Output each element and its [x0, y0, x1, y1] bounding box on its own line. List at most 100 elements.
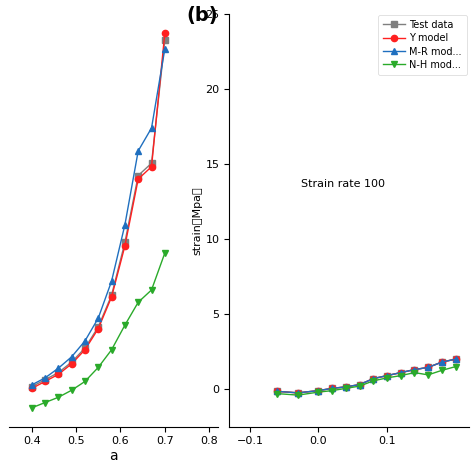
Test data: [453, 356, 458, 362]
Y model: [95, 326, 101, 331]
Test data: [398, 370, 403, 375]
Y model: [29, 386, 35, 392]
Test data: [162, 37, 168, 43]
Y model: [69, 361, 74, 367]
N-H model: [439, 367, 445, 373]
Test data: [82, 345, 88, 351]
N-H model: [316, 389, 321, 395]
Test data: [295, 390, 301, 396]
M-R model: [95, 315, 101, 321]
Text: Strain rate 100: Strain rate 100: [301, 179, 385, 189]
N-H model: [29, 405, 35, 410]
M-R model: [149, 125, 155, 131]
M-R model: [274, 389, 280, 394]
N-H model: [295, 392, 301, 398]
N-H model: [453, 364, 458, 369]
Y model: [411, 367, 417, 373]
M-R model: [316, 388, 321, 393]
N-H model: [162, 250, 168, 256]
N-H model: [357, 383, 363, 389]
Y model: [295, 390, 301, 396]
Test data: [371, 376, 376, 382]
Test data: [425, 365, 431, 370]
Y model: [439, 359, 445, 365]
Test data: [274, 389, 280, 394]
Line: Test data: Test data: [28, 37, 168, 390]
Y model: [357, 382, 363, 387]
Y model: [42, 379, 48, 384]
M-R model: [343, 384, 349, 390]
N-H model: [274, 391, 280, 396]
Y model: [316, 388, 321, 393]
N-H model: [384, 375, 390, 381]
M-R model: [42, 375, 48, 381]
Line: Test data: Test data: [274, 356, 459, 396]
N-H model: [425, 372, 431, 378]
Test data: [42, 377, 48, 383]
Y model: [136, 176, 141, 182]
N-H model: [329, 388, 335, 393]
M-R model: [453, 356, 458, 362]
M-R model: [55, 365, 61, 371]
Line: N-H model: N-H model: [28, 250, 168, 411]
M-R model: [371, 376, 376, 382]
N-H model: [149, 287, 155, 293]
X-axis label: a: a: [109, 449, 118, 463]
Y model: [343, 384, 349, 390]
Test data: [136, 173, 141, 178]
Test data: [316, 388, 321, 393]
N-H model: [136, 300, 141, 305]
Test data: [384, 373, 390, 378]
Test data: [29, 384, 35, 390]
Y model: [122, 243, 128, 249]
Line: Y model: Y model: [274, 356, 459, 396]
Y model: [329, 385, 335, 391]
Y model: [149, 164, 155, 170]
Line: M-R model: M-R model: [274, 356, 459, 396]
M-R model: [29, 382, 35, 388]
Test data: [343, 384, 349, 390]
M-R model: [329, 385, 335, 391]
N-H model: [55, 394, 61, 400]
Y model: [274, 389, 280, 394]
Y model: [109, 294, 114, 300]
M-R model: [295, 390, 301, 396]
N-H model: [398, 373, 403, 378]
M-R model: [136, 148, 141, 154]
Legend: Test data, Y model, M-R mod..., N-H mod...: Test data, Y model, M-R mod..., N-H mod.…: [378, 15, 467, 75]
N-H model: [42, 400, 48, 405]
Line: Y model: Y model: [28, 30, 168, 392]
Test data: [55, 370, 61, 375]
Test data: [329, 385, 335, 391]
N-H model: [343, 385, 349, 391]
Line: M-R model: M-R model: [28, 46, 168, 388]
Y model: [162, 30, 168, 36]
Test data: [69, 359, 74, 365]
M-R model: [411, 367, 417, 373]
Test data: [122, 239, 128, 245]
N-H model: [122, 322, 128, 328]
Line: N-H model: N-H model: [274, 364, 459, 398]
M-R model: [82, 338, 88, 344]
Y model: [398, 370, 403, 375]
Test data: [95, 324, 101, 330]
N-H model: [69, 387, 74, 393]
Y model: [384, 373, 390, 378]
M-R model: [384, 373, 390, 378]
Test data: [411, 367, 417, 373]
Text: (b): (b): [186, 6, 218, 25]
N-H model: [109, 347, 114, 353]
Test data: [357, 382, 363, 387]
M-R model: [439, 359, 445, 365]
M-R model: [122, 222, 128, 228]
Y model: [82, 347, 88, 353]
N-H model: [371, 378, 376, 384]
M-R model: [425, 365, 431, 370]
N-H model: [95, 365, 101, 370]
M-R model: [69, 354, 74, 360]
Y model: [425, 365, 431, 370]
Y-axis label: strain（Mpa）: strain（Mpa）: [193, 186, 203, 255]
N-H model: [411, 370, 417, 375]
M-R model: [162, 46, 168, 52]
M-R model: [357, 382, 363, 387]
